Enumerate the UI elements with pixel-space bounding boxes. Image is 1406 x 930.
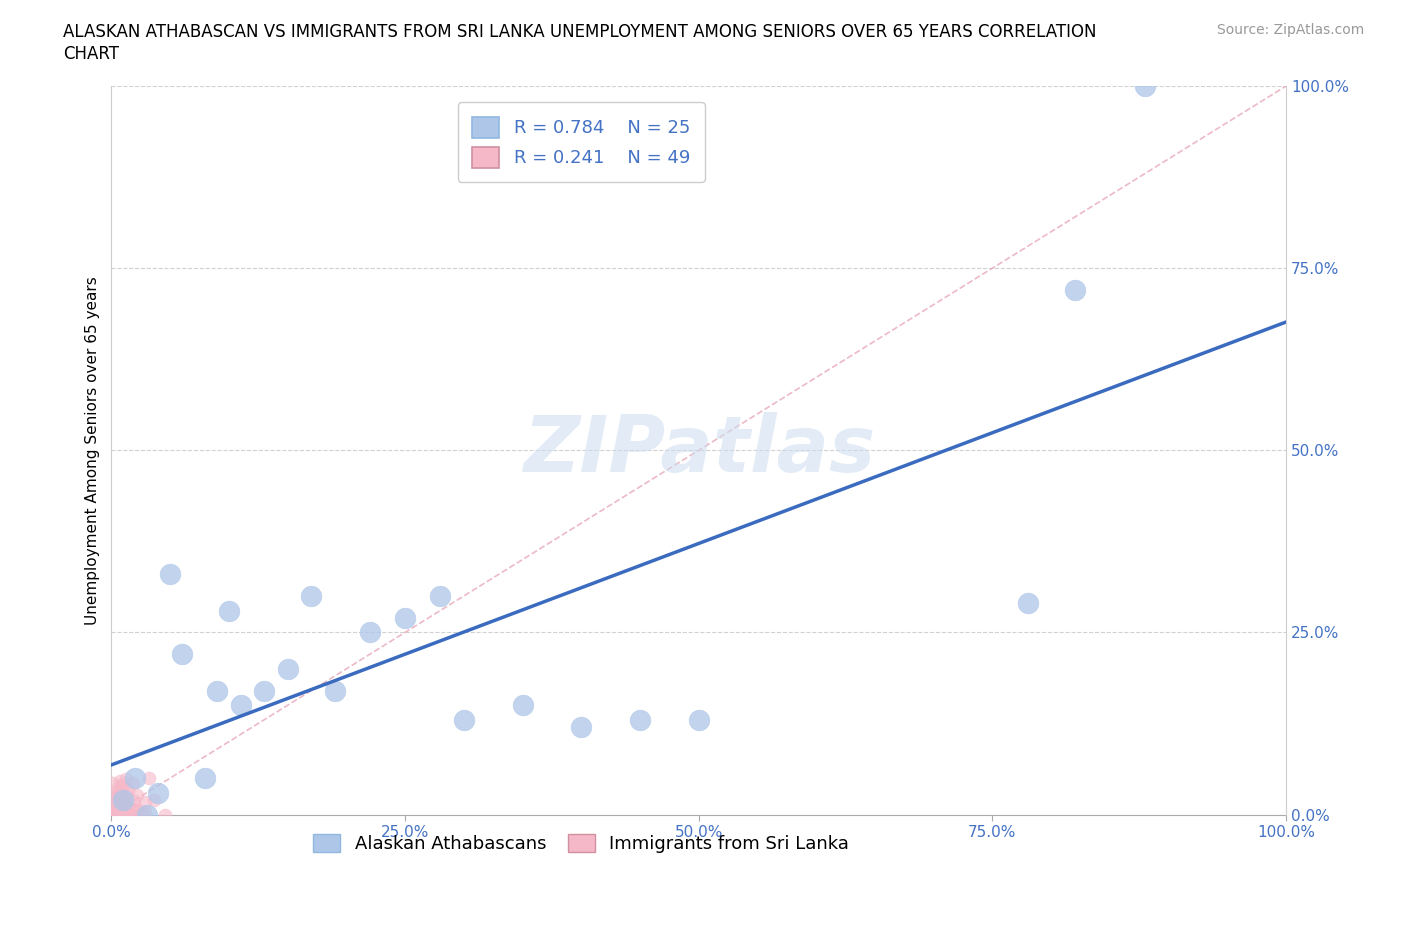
- Point: [112, 792, 135, 807]
- Point: [117, 806, 139, 821]
- Point: [108, 773, 131, 788]
- Point: [104, 801, 127, 816]
- Point: [120, 807, 142, 822]
- Point: [104, 804, 127, 819]
- Point: [359, 625, 381, 640]
- Point: [125, 787, 148, 802]
- Legend: Alaskan Athabascans, Immigrants from Sri Lanka: Alaskan Athabascans, Immigrants from Sri…: [307, 827, 856, 860]
- Point: [110, 797, 132, 812]
- Point: [115, 772, 138, 787]
- Point: [117, 802, 139, 817]
- Point: [105, 790, 128, 805]
- Point: [107, 789, 129, 804]
- Point: [110, 795, 132, 810]
- Point: [124, 793, 146, 808]
- Point: [277, 661, 299, 676]
- Point: [429, 589, 451, 604]
- Text: ALASKAN ATHABASCAN VS IMMIGRANTS FROM SRI LANKA UNEMPLOYMENT AMONG SENIORS OVER : ALASKAN ATHABASCAN VS IMMIGRANTS FROM SR…: [63, 23, 1097, 41]
- Point: [512, 698, 534, 712]
- Point: [100, 804, 122, 818]
- Point: [124, 803, 146, 817]
- Point: [107, 785, 129, 800]
- Text: CHART: CHART: [63, 45, 120, 62]
- Point: [107, 788, 129, 803]
- Point: [117, 782, 139, 797]
- Point: [134, 795, 156, 810]
- Point: [118, 807, 141, 822]
- Point: [110, 790, 132, 804]
- Point: [1017, 596, 1039, 611]
- Point: [101, 806, 124, 821]
- Point: [159, 566, 181, 581]
- Point: [134, 804, 156, 819]
- Point: [453, 712, 475, 727]
- Point: [153, 807, 176, 822]
- Point: [170, 647, 193, 662]
- Point: [121, 776, 143, 790]
- Point: [114, 795, 136, 810]
- Point: [115, 788, 138, 803]
- Point: [103, 806, 125, 821]
- Y-axis label: Unemployment Among Seniors over 65 years: Unemployment Among Seniors over 65 years: [86, 276, 100, 625]
- Point: [125, 802, 148, 817]
- Point: [138, 771, 160, 786]
- Point: [104, 797, 127, 812]
- Point: [107, 794, 129, 809]
- Point: [688, 712, 710, 727]
- Point: [132, 807, 155, 822]
- Point: [112, 791, 135, 806]
- Point: [112, 778, 135, 793]
- Point: [111, 789, 134, 804]
- Point: [101, 807, 124, 822]
- Point: [142, 792, 165, 807]
- Point: [108, 807, 131, 822]
- Point: [148, 785, 170, 800]
- Text: Source: ZipAtlas.com: Source: ZipAtlas.com: [1216, 23, 1364, 37]
- Point: [124, 771, 146, 786]
- Point: [104, 807, 127, 822]
- Point: [101, 776, 124, 790]
- Point: [112, 807, 135, 822]
- Point: [1133, 79, 1156, 94]
- Point: [229, 698, 252, 712]
- Point: [569, 720, 592, 735]
- Point: [194, 771, 217, 786]
- Point: [218, 604, 240, 618]
- Point: [104, 807, 127, 822]
- Point: [105, 783, 128, 798]
- Point: [394, 610, 416, 625]
- Point: [1063, 283, 1085, 298]
- Point: [111, 807, 134, 822]
- Point: [135, 807, 157, 822]
- Point: [628, 712, 651, 727]
- Point: [121, 801, 143, 816]
- Point: [205, 684, 228, 698]
- Text: ZIPatlas: ZIPatlas: [523, 412, 875, 488]
- Point: [111, 807, 134, 822]
- Point: [110, 777, 132, 792]
- Point: [323, 684, 346, 698]
- Point: [299, 589, 322, 604]
- Point: [110, 795, 132, 810]
- Point: [253, 684, 276, 698]
